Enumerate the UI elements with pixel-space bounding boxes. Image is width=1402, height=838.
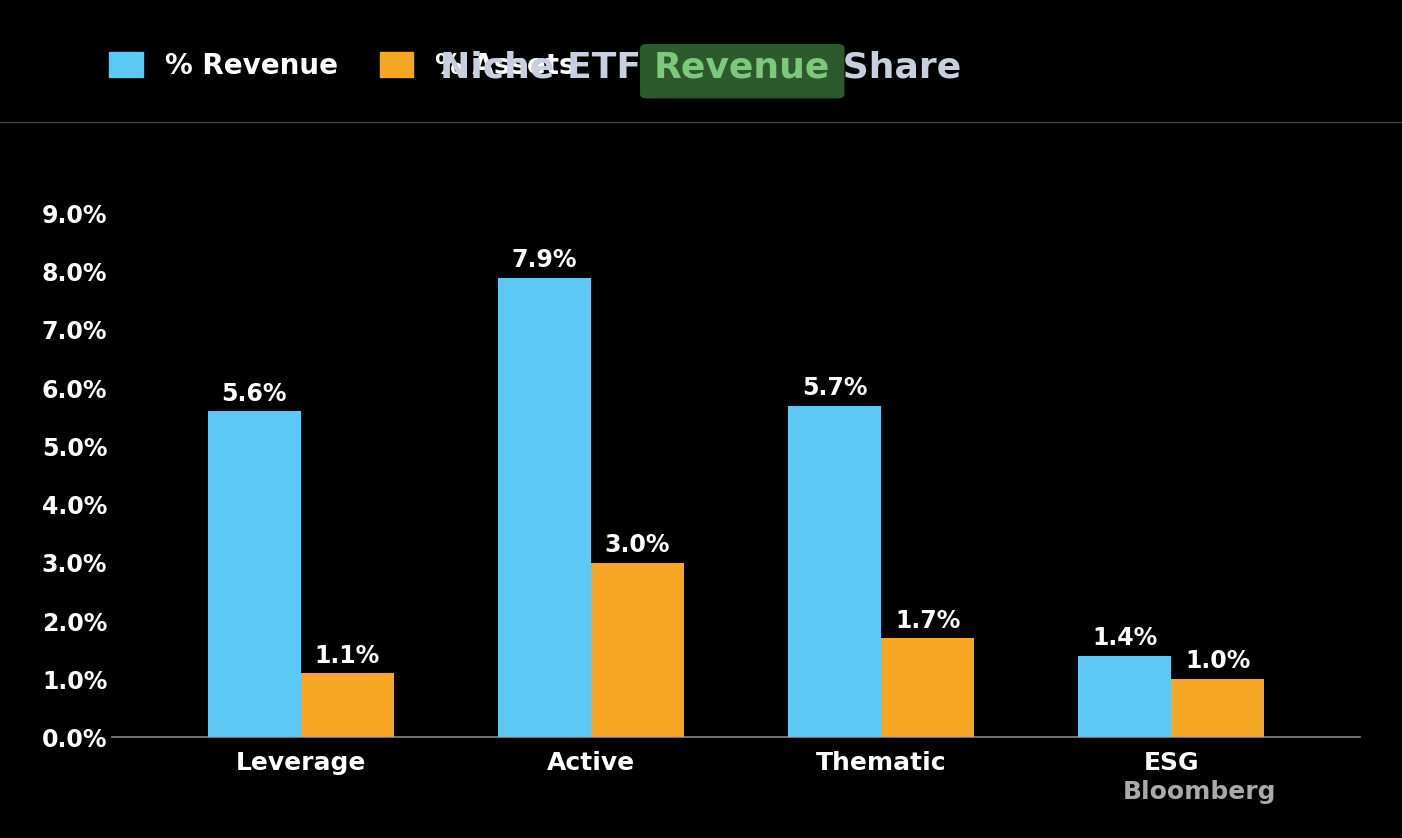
Text: 7.9%: 7.9% <box>512 248 578 272</box>
Text: 5.7%: 5.7% <box>802 375 868 400</box>
Text: 📊: 📊 <box>1283 787 1294 806</box>
Text: 3.0%: 3.0% <box>604 533 670 557</box>
Text: 1.4%: 1.4% <box>1092 626 1158 650</box>
Bar <box>207 411 301 737</box>
Bar <box>788 406 880 737</box>
Text: 1.1%: 1.1% <box>314 644 380 668</box>
Legend: % Revenue, % Assets: % Revenue, % Assets <box>101 44 585 88</box>
Bar <box>301 674 394 737</box>
Text: 1.0%: 1.0% <box>1185 649 1251 674</box>
Text: 5.6%: 5.6% <box>222 381 287 406</box>
Text: Revenue: Revenue <box>655 50 830 84</box>
Bar <box>1078 656 1171 737</box>
Bar <box>880 639 974 737</box>
Text: Niche ETF: Niche ETF <box>440 50 655 84</box>
Bar <box>1171 680 1265 737</box>
Text: Share: Share <box>830 50 962 84</box>
Text: Bloomberg: Bloomberg <box>1123 780 1276 804</box>
Bar <box>498 277 592 737</box>
Text: 1.7%: 1.7% <box>894 608 960 633</box>
Bar <box>592 563 684 737</box>
